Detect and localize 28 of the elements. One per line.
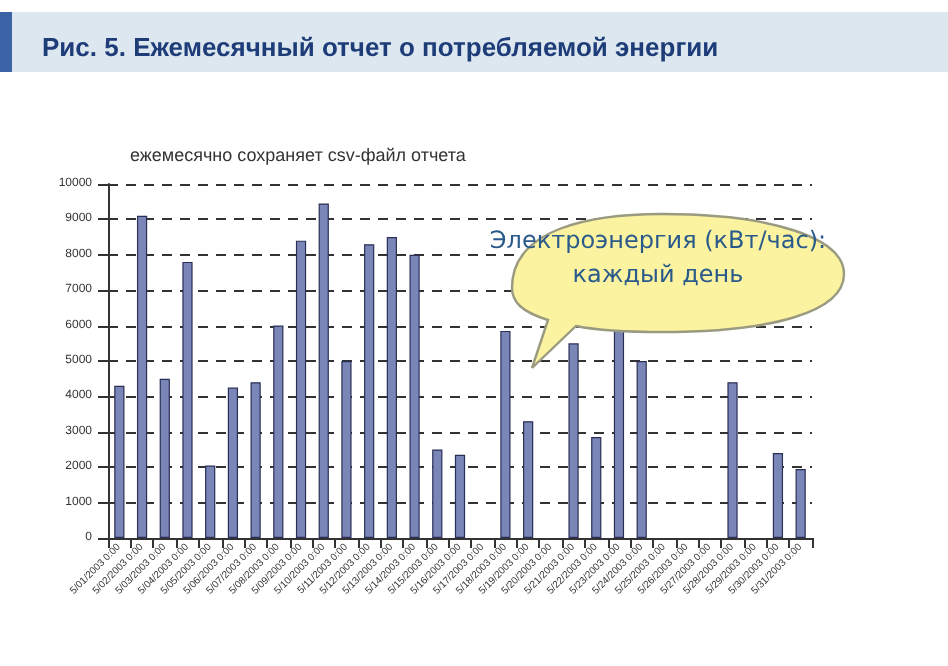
bar: [591, 437, 602, 538]
bar: [295, 240, 307, 538]
bar: [273, 325, 284, 538]
bar: [795, 468, 806, 538]
bar: [409, 254, 420, 538]
bar: [250, 382, 261, 538]
bar: [386, 237, 397, 538]
bar: [636, 361, 647, 538]
bar: [432, 449, 443, 538]
bar: [227, 387, 239, 538]
bar: [523, 421, 534, 538]
bar: [136, 215, 148, 538]
chart-subtitle: ежемесячно сохраняет csv-файл отчета: [130, 145, 466, 165]
annotation: Электроэнергия (кВт/час): каждый день: [488, 224, 828, 292]
bar: [500, 330, 511, 538]
bar: [727, 382, 738, 538]
bar: [772, 453, 784, 538]
bar: [159, 378, 170, 538]
bar: [318, 203, 329, 538]
chart-title: Рис. 5. Ежемесячный отчет о потребляемой энергии: [42, 32, 719, 62]
bar: [182, 261, 193, 538]
bar: [341, 361, 352, 538]
bar: [364, 244, 375, 538]
bar: [568, 343, 579, 538]
bar: [205, 465, 216, 538]
bar: [454, 454, 466, 538]
bar: [613, 330, 625, 538]
bar: [114, 385, 125, 538]
